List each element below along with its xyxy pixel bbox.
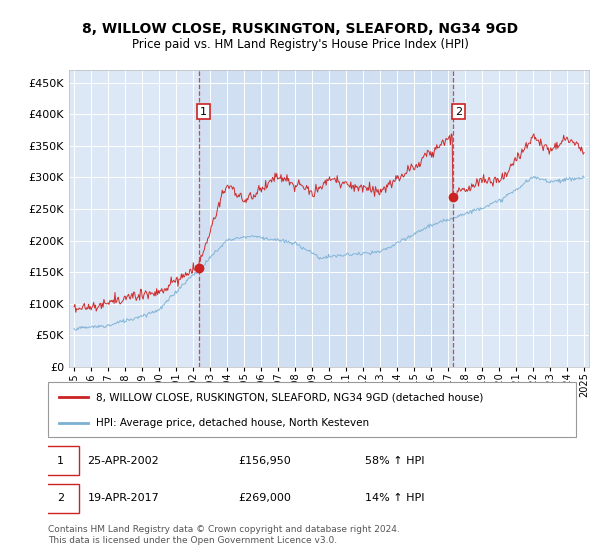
FancyBboxPatch shape [43,446,79,475]
Text: 2: 2 [455,106,462,116]
FancyBboxPatch shape [43,484,79,513]
Text: 1: 1 [57,455,64,465]
Text: 8, WILLOW CLOSE, RUSKINGTON, SLEAFORD, NG34 9GD (detached house): 8, WILLOW CLOSE, RUSKINGTON, SLEAFORD, N… [95,393,483,402]
Text: 2: 2 [57,493,64,503]
Text: 1: 1 [200,106,207,116]
Text: 19-APR-2017: 19-APR-2017 [88,493,160,503]
Text: 25-APR-2002: 25-APR-2002 [88,455,160,465]
Text: Contains HM Land Registry data © Crown copyright and database right 2024.
This d: Contains HM Land Registry data © Crown c… [48,525,400,545]
Text: £269,000: £269,000 [238,493,291,503]
Text: HPI: Average price, detached house, North Kesteven: HPI: Average price, detached house, Nort… [95,418,368,428]
Text: 8, WILLOW CLOSE, RUSKINGTON, SLEAFORD, NG34 9GD: 8, WILLOW CLOSE, RUSKINGTON, SLEAFORD, N… [82,22,518,36]
Bar [199,70,453,367]
FancyBboxPatch shape [48,382,576,437]
Text: £156,950: £156,950 [238,455,291,465]
Text: Price paid vs. HM Land Registry's House Price Index (HPI): Price paid vs. HM Land Registry's House … [131,38,469,50]
Text: 58% ↑ HPI: 58% ↑ HPI [365,455,424,465]
Text: 14% ↑ HPI: 14% ↑ HPI [365,493,424,503]
